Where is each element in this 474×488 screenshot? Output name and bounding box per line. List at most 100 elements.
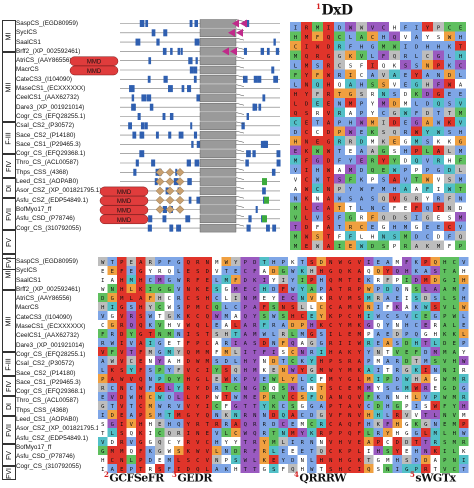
lower-alignment-residue: T [234, 332, 238, 338]
lower-alignment-residue: C [196, 314, 199, 320]
upper-alignment-cell [400, 145, 411, 155]
upper-alignment-cell [290, 164, 301, 174]
upper-alignment-residue: E [404, 206, 407, 212]
lower-alignment-cell [183, 284, 193, 293]
upper-alignment-cell [400, 193, 411, 203]
upper-alignment-residue: D [305, 225, 308, 231]
upper-alignment-residue: D [404, 92, 407, 98]
lower-alignment-cell [212, 410, 222, 419]
lower-alignment-cell [383, 401, 393, 410]
lower-alignment-residue: F [367, 395, 370, 401]
upper-alignment-residue: G [404, 197, 407, 203]
upper-alignment-cell [433, 50, 444, 60]
lower-alignment-cell [326, 266, 336, 275]
lower-alignment-cell [107, 311, 117, 320]
lower-alignment-cell [155, 464, 165, 473]
lower-alignment-cell [145, 266, 155, 275]
lower-alignment-residue: N [282, 368, 285, 374]
lower-alignment-cell [440, 275, 450, 284]
upper-alignment-residue: M [404, 225, 408, 231]
lower-alignment-cell [221, 410, 231, 419]
upper-alignment-residue: N [437, 73, 440, 79]
lower-alignment-residue: I [120, 422, 123, 428]
lower-alignment-cell [98, 464, 108, 473]
upper-seq-name-8: CeelCS1_(AAX62732) [16, 94, 80, 102]
lower-alignment-residue: C [215, 296, 218, 302]
class-label-fvi-lower: FVI [2, 466, 16, 480]
upper-alignment-residue: E [305, 244, 308, 250]
upper-alignment-residue: E [349, 244, 352, 250]
upper-alignment-residue: T [437, 206, 441, 212]
upper-alignment-residue: M [294, 244, 298, 250]
lower-alignment-cell [202, 311, 212, 320]
lower-alignment-residue: G [158, 287, 161, 293]
lower-seq-name-1: SycICS [16, 267, 37, 275]
upper-seq-name-13: Sace_CS1_(P29465.3) [16, 140, 81, 148]
upper-alignment-residue: N [371, 206, 374, 212]
lower-alignment-residue: A [405, 305, 409, 311]
lower-alignment-cell [307, 455, 317, 464]
diamond-marker [175, 177, 185, 186]
lower-alignment-residue: C [301, 314, 304, 320]
upper-alignment-residue: W [437, 121, 441, 127]
lower-alignment-cell [430, 311, 440, 320]
gene-core-block [199, 186, 237, 196]
upper-alignment-cell [323, 79, 334, 89]
upper-alignment-residue: Q [459, 235, 462, 241]
lower-seq-name-2: SaalCS1 [16, 276, 41, 284]
lower-alignment-cell [174, 392, 184, 401]
green-marker [262, 178, 267, 186]
lower-alignment-cell [221, 392, 231, 401]
lower-alignment-cell [221, 383, 231, 392]
lower-alignment-residue: M [225, 278, 229, 284]
lower-alignment-cell [278, 284, 288, 293]
lower-alignment-cell [193, 410, 203, 419]
upper-alignment-residue: I [415, 26, 418, 32]
upper-alignment-residue: M [294, 159, 298, 165]
upper-alignment-residue: R [349, 225, 353, 231]
lower-alignment-residue: R [187, 440, 191, 446]
lower-alignment-cell [221, 275, 231, 284]
lower-alignment-residue: E [396, 296, 399, 302]
upper-alignment-cell [444, 221, 455, 231]
mmd-label: MMD [87, 69, 102, 75]
lower-alignment-residue: P [462, 422, 466, 428]
lower-alignment-residue: P [367, 332, 371, 338]
lower-alignment-cell [449, 392, 459, 401]
lower-alignment-residue: G [405, 467, 408, 473]
upper-alignment-cell [345, 202, 356, 212]
upper-alignment-cell [334, 88, 345, 98]
upper-alignment-cell [334, 212, 345, 222]
lower-alignment-cell [164, 392, 174, 401]
lower-alignment-residue: N [215, 413, 218, 419]
class-label-fvii-lower: FVII [2, 416, 16, 444]
upper-alignment-cell [334, 60, 345, 70]
lower-alignment-residue: P [101, 377, 105, 383]
lower-alignment-cell [193, 464, 203, 473]
lower-alignment-residue: F [358, 422, 361, 428]
lower-alignment-residue: H [415, 449, 418, 455]
lower-alignment-residue: I [453, 368, 456, 374]
lower-alignment-cell [354, 284, 364, 293]
lower-alignment-residue: I [320, 350, 323, 356]
upper-alignment-residue: E [437, 225, 440, 231]
lower-alignment-residue: D [424, 458, 427, 464]
upper-alignment-residue: W [338, 197, 342, 203]
lower-alignment-residue: L [101, 368, 105, 374]
lower-alignment-residue: D [101, 296, 104, 302]
upper-alignment-residue: Y [349, 187, 353, 193]
upper-alignment-cell [411, 202, 422, 212]
lower-alignment-cell [307, 293, 317, 302]
upper-alignment-residue: K [382, 140, 386, 146]
upper-alignment-residue: W [360, 244, 364, 250]
upper-alignment-cell [444, 193, 455, 203]
lower-alignment-residue: I [358, 467, 361, 473]
lower-alignment-cell [107, 347, 117, 356]
upper-alignment-residue: Q [382, 64, 385, 70]
lower-alignment-residue: R [225, 422, 229, 428]
upper-alignment-residue: G [371, 45, 374, 51]
lower-alignment-residue: H [120, 278, 123, 284]
lower-alignment-cell [98, 410, 108, 419]
upper-alignment-cell [334, 41, 345, 51]
lower-alignment-cell [174, 257, 184, 266]
